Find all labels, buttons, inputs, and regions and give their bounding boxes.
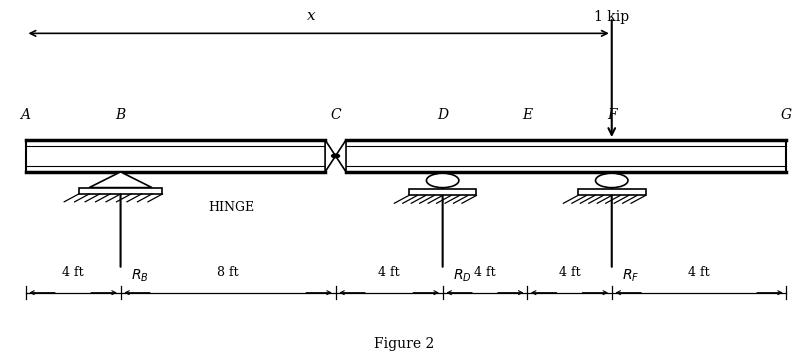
Text: B: B xyxy=(116,108,126,122)
Bar xyxy=(346,140,786,172)
Text: 8 ft: 8 ft xyxy=(217,266,239,279)
Circle shape xyxy=(427,173,459,188)
Text: G: G xyxy=(781,108,792,122)
Bar xyxy=(409,189,477,195)
Text: 4 ft: 4 ft xyxy=(378,266,400,279)
Text: $R_{B}$: $R_{B}$ xyxy=(131,268,149,284)
Text: 4 ft: 4 ft xyxy=(62,266,84,279)
Polygon shape xyxy=(325,140,335,172)
Text: 4 ft: 4 ft xyxy=(558,266,580,279)
Text: E: E xyxy=(522,108,532,122)
Text: $R_{F}$: $R_{F}$ xyxy=(622,268,640,284)
Text: HINGE: HINGE xyxy=(208,201,254,214)
Bar xyxy=(578,189,646,195)
Text: 4 ft: 4 ft xyxy=(474,266,496,279)
Text: D: D xyxy=(437,108,448,122)
Polygon shape xyxy=(335,140,346,172)
Text: 1 kip: 1 kip xyxy=(594,10,629,24)
Text: A: A xyxy=(20,108,31,122)
Text: x: x xyxy=(307,9,316,23)
Bar xyxy=(26,140,325,172)
Text: $R_{D}$: $R_{D}$ xyxy=(453,268,472,284)
Circle shape xyxy=(331,154,339,158)
Bar xyxy=(78,188,162,194)
Text: 4 ft: 4 ft xyxy=(688,266,710,279)
Polygon shape xyxy=(89,172,152,188)
Circle shape xyxy=(595,173,628,188)
Text: F: F xyxy=(607,108,617,122)
Text: C: C xyxy=(330,108,341,122)
Text: Figure 2: Figure 2 xyxy=(374,337,434,351)
